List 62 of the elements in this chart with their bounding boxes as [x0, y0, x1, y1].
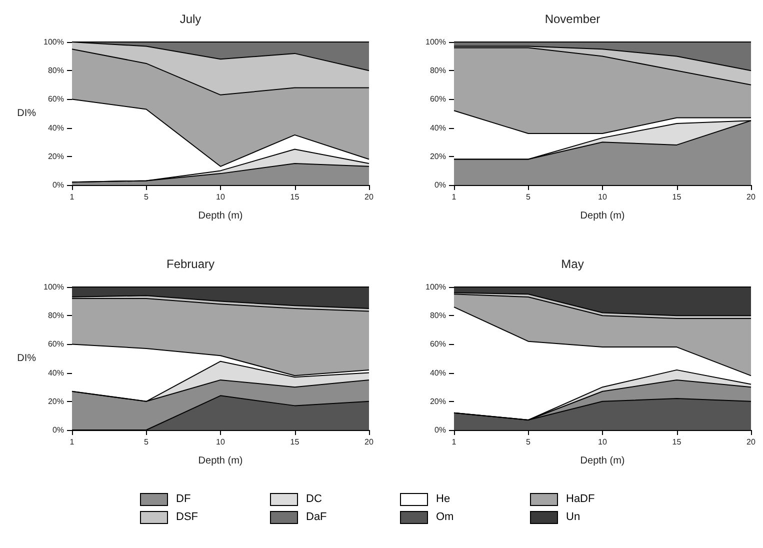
y-tick-label: 0% — [52, 426, 64, 434]
legend-label: HaDF — [566, 493, 595, 505]
x-axis-title: Depth (m) — [198, 456, 243, 466]
y-tick-label: 40% — [430, 368, 446, 378]
x-tick-label: 1 — [70, 192, 75, 202]
legend-label: DaF — [306, 511, 327, 523]
y-tick-label: 100% — [44, 282, 64, 292]
y-tick-label: 20% — [48, 152, 64, 161]
x-tick-label: 1 — [70, 438, 75, 446]
x-axis-title: Depth (m) — [198, 210, 243, 222]
x-tick-label: 10 — [216, 192, 226, 202]
y-tick-label: 80% — [430, 311, 446, 320]
y-tick-label: 100% — [426, 38, 446, 46]
x-tick-label: 1 — [452, 438, 457, 446]
x-tick-label: 15 — [290, 192, 300, 202]
legend-label: Un — [566, 511, 580, 523]
x-tick-label: 15 — [290, 438, 300, 446]
y-tick-label: 60% — [430, 340, 446, 349]
x-tick-label: 15 — [672, 192, 682, 202]
y-tick-label: 80% — [48, 311, 64, 320]
legend-label: DF — [176, 493, 191, 505]
legend-label: Om — [436, 511, 454, 523]
y-tick-label: 0% — [434, 180, 446, 190]
legend-label: He — [436, 493, 450, 505]
chart-title: November — [544, 12, 600, 26]
x-tick-label: 10 — [598, 192, 608, 202]
x-tick-label: 5 — [144, 192, 150, 202]
x-tick-label: 5 — [526, 438, 532, 446]
x-tick-label: 20 — [364, 192, 374, 202]
x-tick-label: 10 — [598, 438, 608, 446]
chart-title: July — [180, 12, 202, 26]
y-tick-label: 60% — [48, 94, 64, 104]
x-axis-title: Depth (m) — [580, 210, 625, 222]
y-tick-label: 0% — [52, 180, 64, 190]
legend-label: DSF — [176, 511, 198, 523]
y-tick-label: 40% — [48, 368, 64, 378]
chart-title: May — [561, 257, 584, 271]
x-tick-label: 15 — [672, 438, 682, 446]
x-tick-label: 20 — [746, 192, 756, 202]
x-tick-label: 20 — [746, 438, 756, 446]
y-tick-label: 20% — [430, 396, 446, 406]
y-tick-label: 40% — [48, 123, 64, 132]
y-tick-label: 60% — [430, 94, 446, 104]
x-axis-title: Depth (m) — [580, 456, 625, 466]
y-tick-label: 0% — [434, 426, 446, 434]
y-tick-label: 100% — [426, 282, 446, 292]
y-tick-label: 20% — [48, 396, 64, 406]
x-tick-label: 10 — [216, 438, 226, 446]
x-tick-label: 20 — [364, 438, 374, 446]
y-tick-label: 20% — [430, 152, 446, 161]
y-tick-label: 80% — [430, 66, 446, 76]
y-tick-label: 100% — [44, 38, 64, 46]
y-tick-label: 60% — [48, 340, 64, 349]
x-tick-label: 1 — [452, 192, 457, 202]
y-tick-label: 40% — [430, 123, 446, 132]
legend-label: DC — [306, 493, 322, 505]
chart-title: February — [166, 257, 215, 271]
x-tick-label: 5 — [526, 192, 532, 202]
y-axis-title: DI% — [17, 108, 36, 119]
y-axis-title: DI% — [17, 353, 36, 364]
x-tick-label: 5 — [144, 438, 150, 446]
y-tick-label: 80% — [48, 66, 64, 76]
